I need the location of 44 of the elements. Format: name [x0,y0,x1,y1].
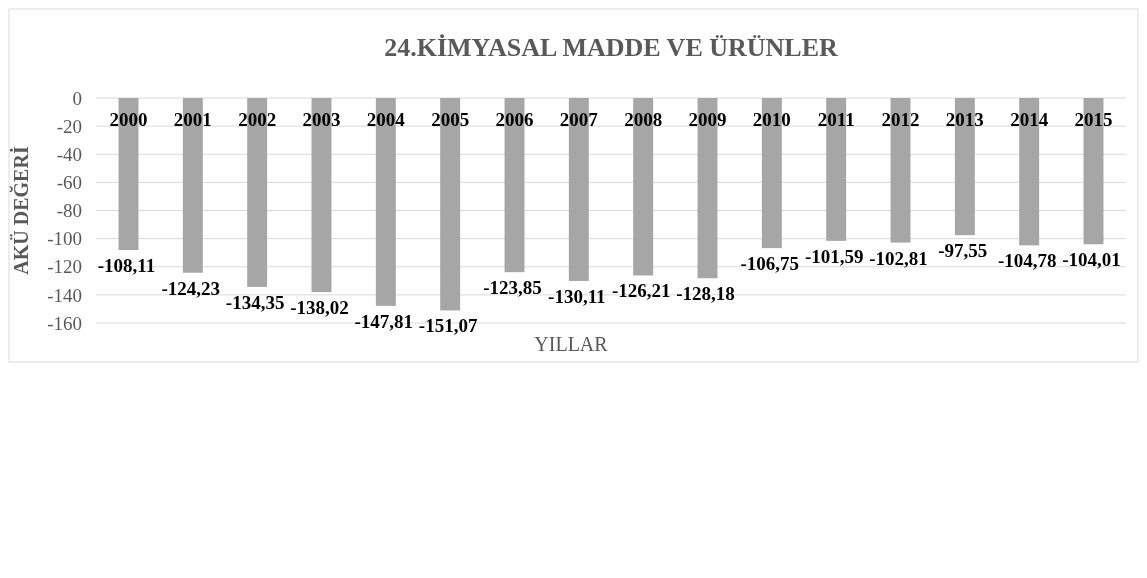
y-tick-label: 0 [72,87,82,109]
y-tick-label: -120 [47,256,82,278]
data-label: -101,59 [804,245,864,267]
data-label: -124,23 [161,277,221,299]
data-label: -151,07 [418,315,478,337]
chart-title: 24.KİMYASAL MADDE VE ÜRÜNLER [384,33,839,62]
x-tick-label: 2015 [1074,109,1113,130]
data-label: -130,11 [548,285,606,307]
y-tick-label: -160 [47,312,82,334]
x-tick-label: 2009 [688,109,727,130]
x-tick-label: 2008 [624,109,663,130]
data-label: -104,01 [1062,249,1121,271]
data-label: -138,02 [290,297,349,319]
y-tick-label: -20 [56,115,82,137]
data-label: -134,35 [225,291,285,313]
data-label: -102,81 [869,247,928,269]
data-label: -104,78 [997,250,1057,272]
x-tick-label: 2005 [431,109,470,130]
data-label: -147,81 [354,310,414,332]
y-tick-label: -40 [56,143,82,165]
y-tick-label: -140 [47,284,82,306]
x-tick-label: 2003 [302,109,341,130]
y-tick-label: -60 [56,172,82,194]
x-tick-label: 2010 [752,109,791,130]
data-label: -126,21 [611,280,671,302]
data-label: -123,85 [483,277,542,299]
data-label: -128,18 [676,283,735,305]
y-tick-label: -100 [47,228,82,250]
x-tick-label: 2001 [173,109,212,130]
x-tick-label: 2007 [559,109,599,130]
x-tick-label: 2014 [1010,109,1049,130]
data-label: -108,11 [97,255,156,277]
x-tick-label: 2006 [495,109,534,130]
data-label: -97,55 [938,240,988,262]
x-axis-title: YILLAR [534,333,609,355]
x-tick-label: 2011 [817,109,855,130]
x-tick-label: 2000 [109,109,148,130]
x-tick-label: 2002 [238,109,277,130]
data-label: -106,75 [740,253,800,275]
x-tick-label: 2012 [881,109,920,130]
x-tick-label: 2004 [366,109,406,130]
y-tick-label: -80 [56,200,82,222]
y-axis-title: AKÜ DEĞERİ [9,146,32,275]
x-tick-label: 2013 [945,109,984,130]
